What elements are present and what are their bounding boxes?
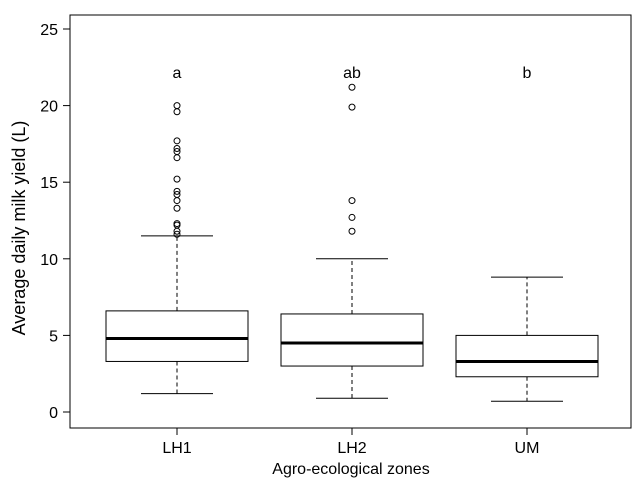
plot-area: 0 5 10 15 20 25 LH1 a LH2 ab UM b	[40, 14, 632, 457]
annotation-lh2: ab	[343, 65, 361, 82]
x-tick-label-um: UM	[515, 440, 540, 457]
y-tick-label-10: 10	[40, 252, 58, 269]
y-tick-label-20: 20	[40, 99, 58, 116]
outlier-lh1-14	[173, 102, 181, 110]
outlier-lh1-9	[173, 154, 181, 162]
annotation-um: b	[523, 65, 532, 82]
outlier-lh1-0	[173, 230, 181, 238]
outlier-lh1-6	[173, 190, 181, 198]
y-tick-label-15: 15	[40, 175, 58, 192]
y-tick-label-5: 5	[49, 328, 58, 345]
plot-frame	[69, 14, 632, 429]
outlier-lh2-1	[348, 213, 356, 221]
box-lh1	[105, 310, 249, 362]
outlier-lh1-11	[173, 144, 181, 152]
outlier-lh2-3	[348, 103, 356, 111]
box-lh2	[280, 313, 424, 367]
box-um	[455, 334, 599, 378]
y-tick-label-25: 25	[40, 22, 58, 39]
outlier-lh1-3	[173, 220, 181, 228]
x-tick-label-lh1: LH1	[162, 440, 191, 457]
outlier-lh1-12	[173, 137, 181, 145]
outlier-lh1-13	[173, 108, 181, 116]
outlier-lh2-4	[348, 83, 356, 91]
outlier-lh1-5	[173, 197, 181, 205]
x-tick-label-lh2: LH2	[337, 440, 366, 457]
y-axis-title: Average daily milk yield (L)	[9, 121, 29, 336]
outlier-lh2-2	[348, 197, 356, 205]
outlier-lh1-8	[173, 175, 181, 183]
outlier-lh1-4	[173, 204, 181, 212]
y-tick-label-0: 0	[49, 405, 58, 422]
outlier-lh1-10	[173, 148, 181, 156]
annotation-lh1: a	[173, 65, 182, 82]
outlier-lh1-7	[173, 187, 181, 195]
x-axis-title: Agro-ecological zones	[272, 461, 429, 478]
outlier-lh2-0	[348, 227, 356, 235]
